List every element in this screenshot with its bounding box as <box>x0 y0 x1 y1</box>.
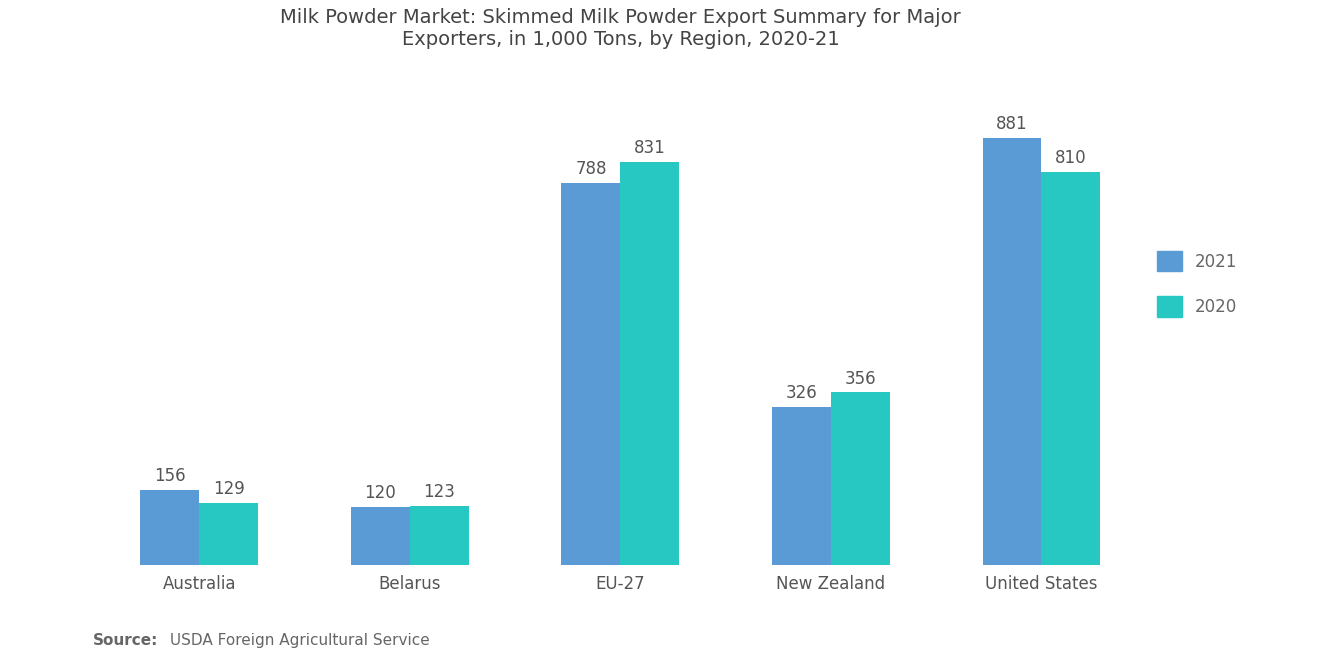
Text: 788: 788 <box>576 160 607 178</box>
Text: 831: 831 <box>634 139 665 157</box>
Title: Milk Powder Market: Skimmed Milk Powder Export Summary for Major
Exporters, in 1: Milk Powder Market: Skimmed Milk Powder … <box>280 8 961 49</box>
Bar <box>620 162 680 565</box>
Text: 129: 129 <box>213 479 244 498</box>
Bar <box>561 183 620 565</box>
Text: 120: 120 <box>364 484 396 502</box>
Text: 356: 356 <box>845 370 876 388</box>
Text: 156: 156 <box>154 467 186 485</box>
Bar <box>772 407 830 565</box>
Bar <box>199 503 259 565</box>
Text: 123: 123 <box>424 483 455 501</box>
Bar <box>1041 172 1101 565</box>
Text: 810: 810 <box>1055 149 1086 167</box>
Legend: 2021, 2020: 2021, 2020 <box>1156 251 1237 317</box>
Bar <box>411 505 469 565</box>
Bar <box>982 138 1041 565</box>
Text: 326: 326 <box>785 384 817 402</box>
Bar <box>351 507 411 565</box>
Bar <box>140 489 199 565</box>
Bar <box>830 392 890 565</box>
Text: Source:: Source: <box>92 633 158 648</box>
Text: USDA Foreign Agricultural Service: USDA Foreign Agricultural Service <box>165 633 430 648</box>
Text: 881: 881 <box>997 115 1028 133</box>
